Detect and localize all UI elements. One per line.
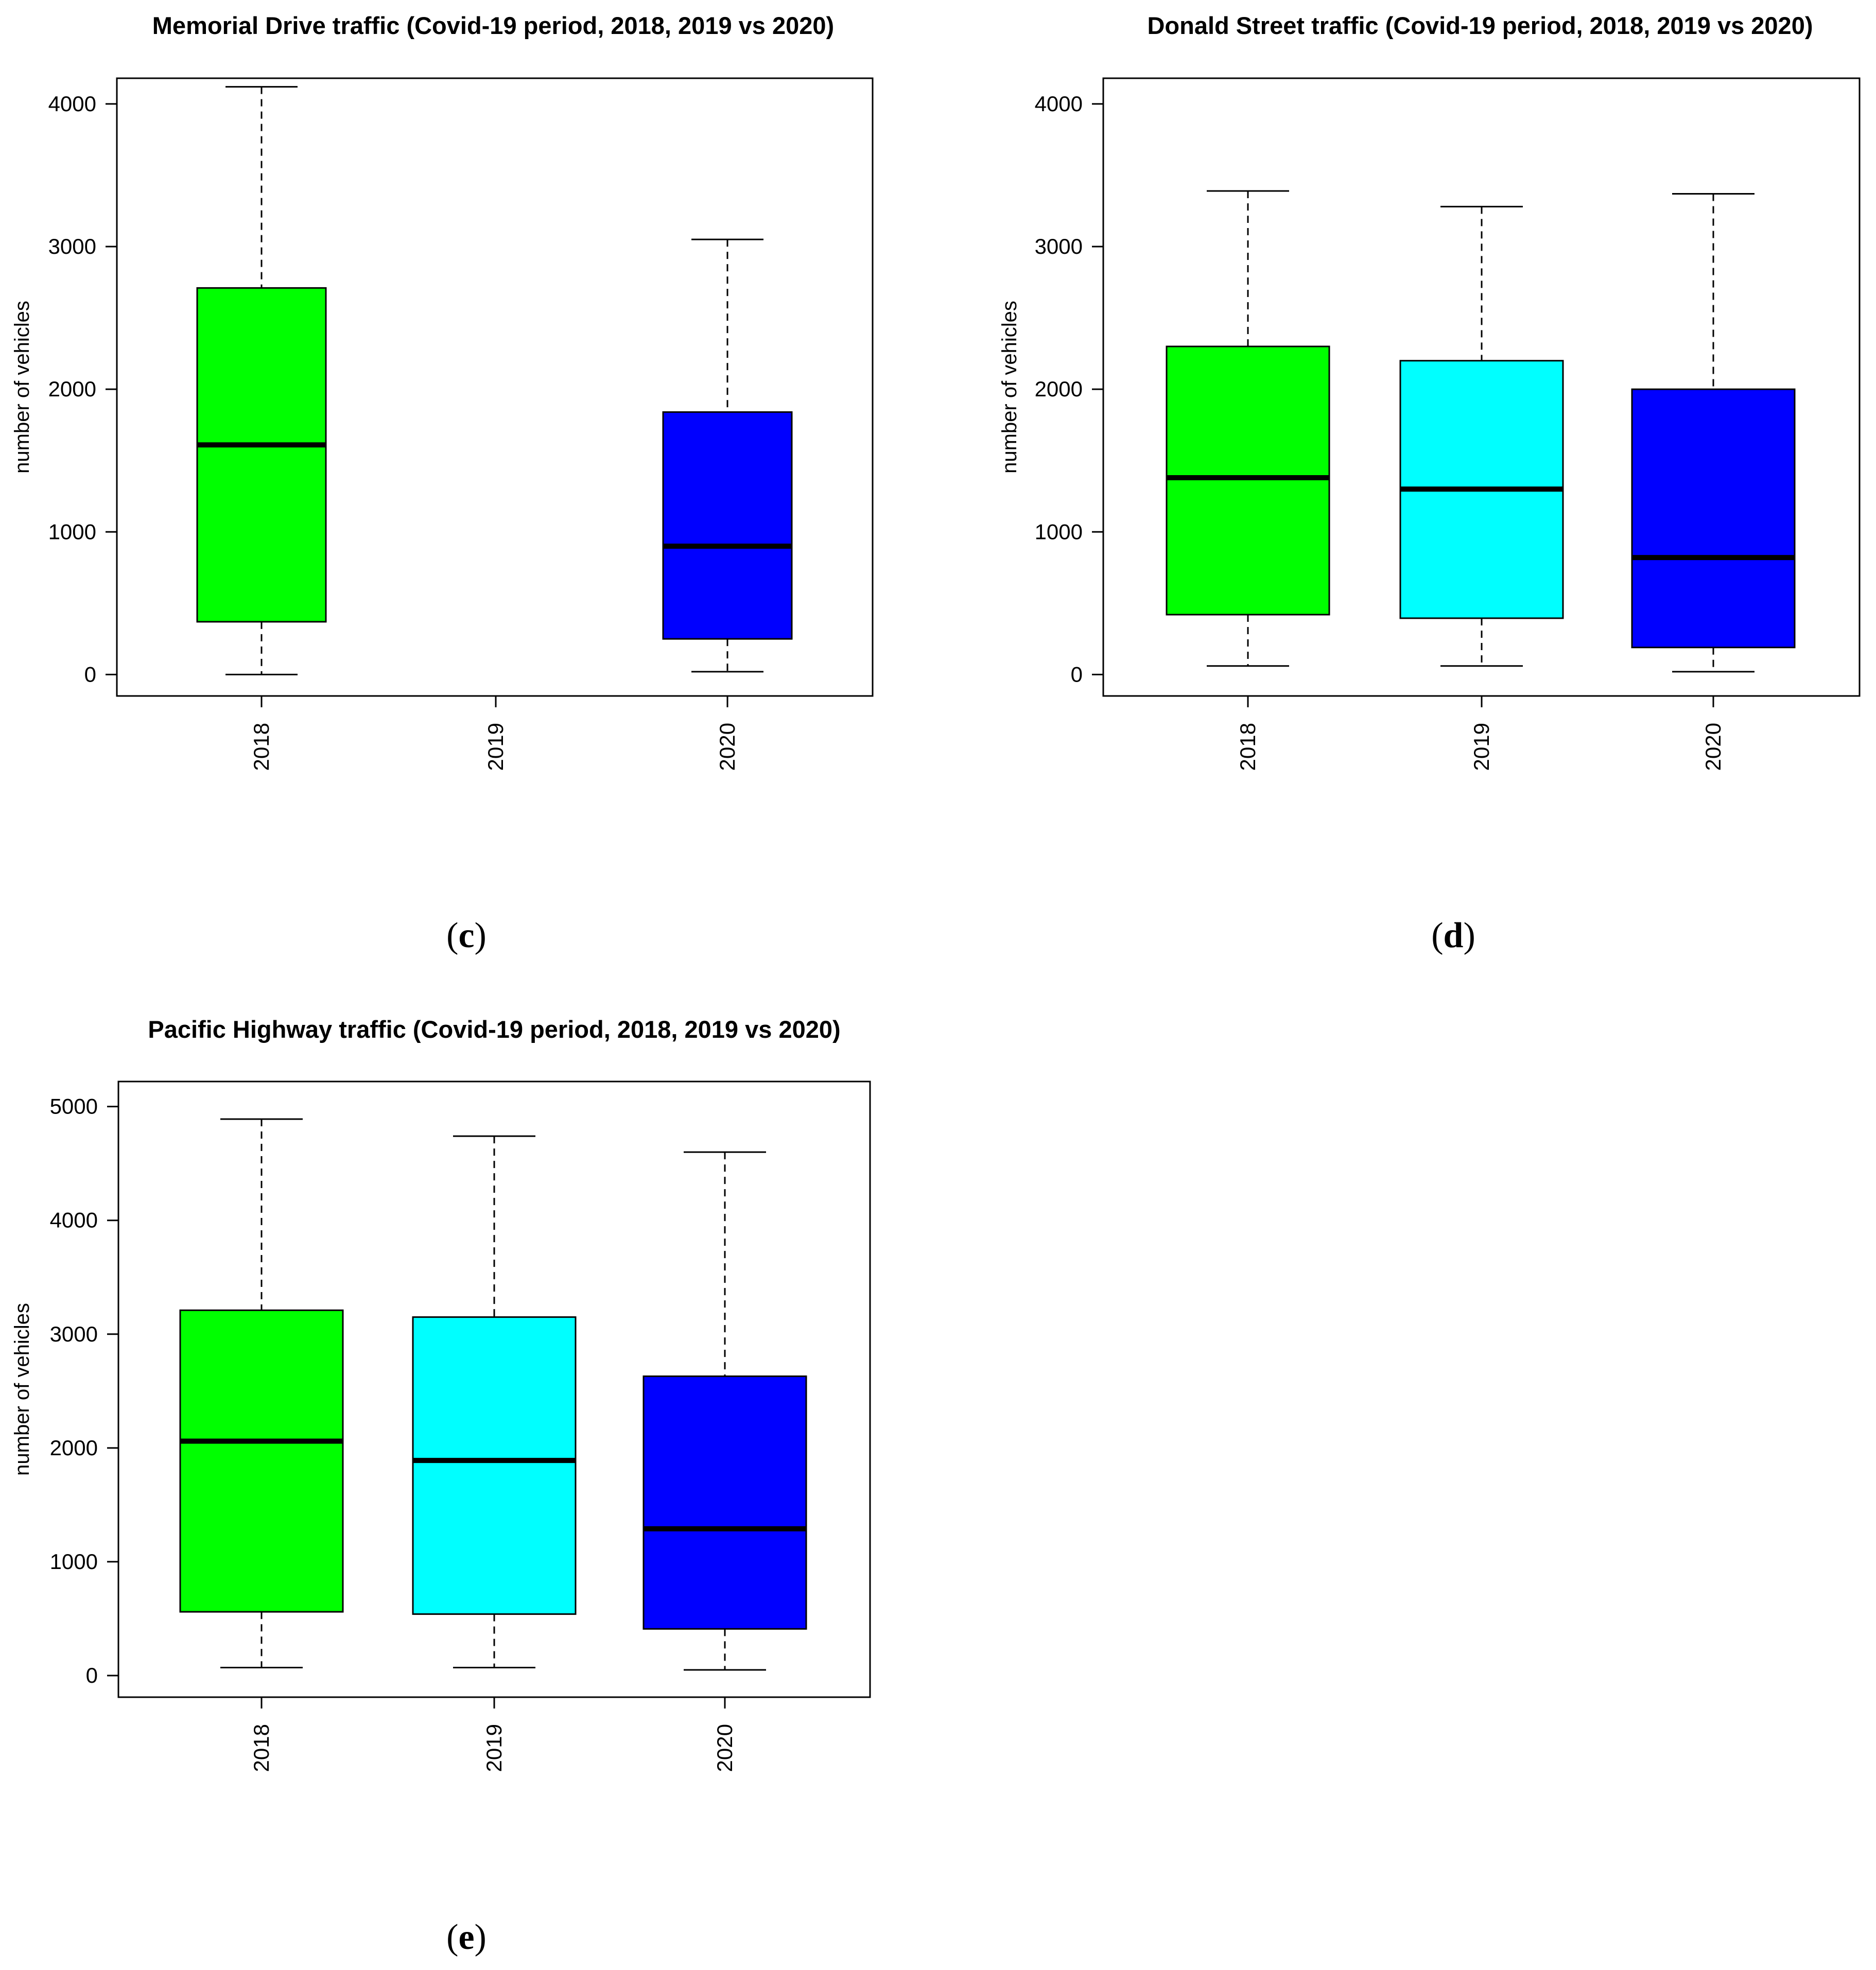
- panel-caption: (d): [1431, 916, 1475, 955]
- panel-caption: (c): [446, 916, 487, 955]
- box-2018: [179, 1309, 344, 1613]
- x-tick-label: 2019: [482, 1724, 506, 1772]
- plot-frame: [1102, 77, 1861, 697]
- y-tick-label: 2000: [48, 377, 96, 401]
- y-tick-label: 4000: [48, 92, 96, 116]
- y-axis-label: number of vehicles: [998, 301, 1021, 474]
- x-tick-label: 2020: [715, 723, 739, 771]
- x-tick-label: 2018: [249, 723, 273, 771]
- y-axis-label: number of vehicles: [11, 1303, 33, 1476]
- y-tick-label: 0: [86, 1663, 98, 1687]
- plot-frame: [117, 1080, 871, 1698]
- y-tick-label: 4000: [1035, 92, 1083, 116]
- chart-panel-e: Pacific Highway traffic (Covid-19 period…: [11, 1016, 871, 1957]
- x-tick-label: 2019: [483, 723, 508, 771]
- y-tick-label: 1000: [1035, 519, 1083, 544]
- y-tick-label: 2000: [1035, 377, 1083, 401]
- y-tick-label: 3000: [50, 1322, 98, 1346]
- y-tick-label: 0: [84, 662, 96, 686]
- y-tick-label: 1000: [50, 1549, 98, 1574]
- chart-title: Donald Street traffic (Covid-19 period, …: [1147, 12, 1813, 39]
- box-2019: [412, 1316, 577, 1615]
- x-tick-label: 2020: [713, 1724, 737, 1772]
- x-tick-label: 2019: [1469, 723, 1493, 771]
- y-tick-label: 1000: [48, 519, 96, 544]
- box-2020: [642, 1375, 807, 1630]
- y-tick-label: 0: [1071, 662, 1083, 686]
- plot-frame: [116, 77, 874, 697]
- y-tick-label: 3000: [1035, 234, 1083, 258]
- box-2020: [1631, 388, 1796, 649]
- y-axis-label: number of vehicles: [11, 301, 33, 474]
- chart-title: Memorial Drive traffic (Covid-19 period,…: [152, 12, 834, 39]
- panel-caption: (e): [446, 1917, 487, 1957]
- box-2018: [1166, 345, 1330, 616]
- x-tick-label: 2018: [1236, 723, 1260, 771]
- y-tick-label: 2000: [50, 1436, 98, 1460]
- chart-panel-c: Memorial Drive traffic (Covid-19 period,…: [11, 12, 874, 955]
- chart-title: Pacific Highway traffic (Covid-19 period…: [148, 1016, 840, 1043]
- y-tick-label: 3000: [48, 234, 96, 258]
- box-2018: [196, 287, 327, 623]
- x-tick-label: 2020: [1701, 723, 1725, 771]
- box-2020: [662, 411, 793, 640]
- x-tick-label: 2018: [249, 1724, 273, 1772]
- y-tick-label: 4000: [50, 1208, 98, 1232]
- y-tick-label: 5000: [50, 1094, 98, 1119]
- chart-panel-d: Donald Street traffic (Covid-19 period, …: [998, 12, 1861, 955]
